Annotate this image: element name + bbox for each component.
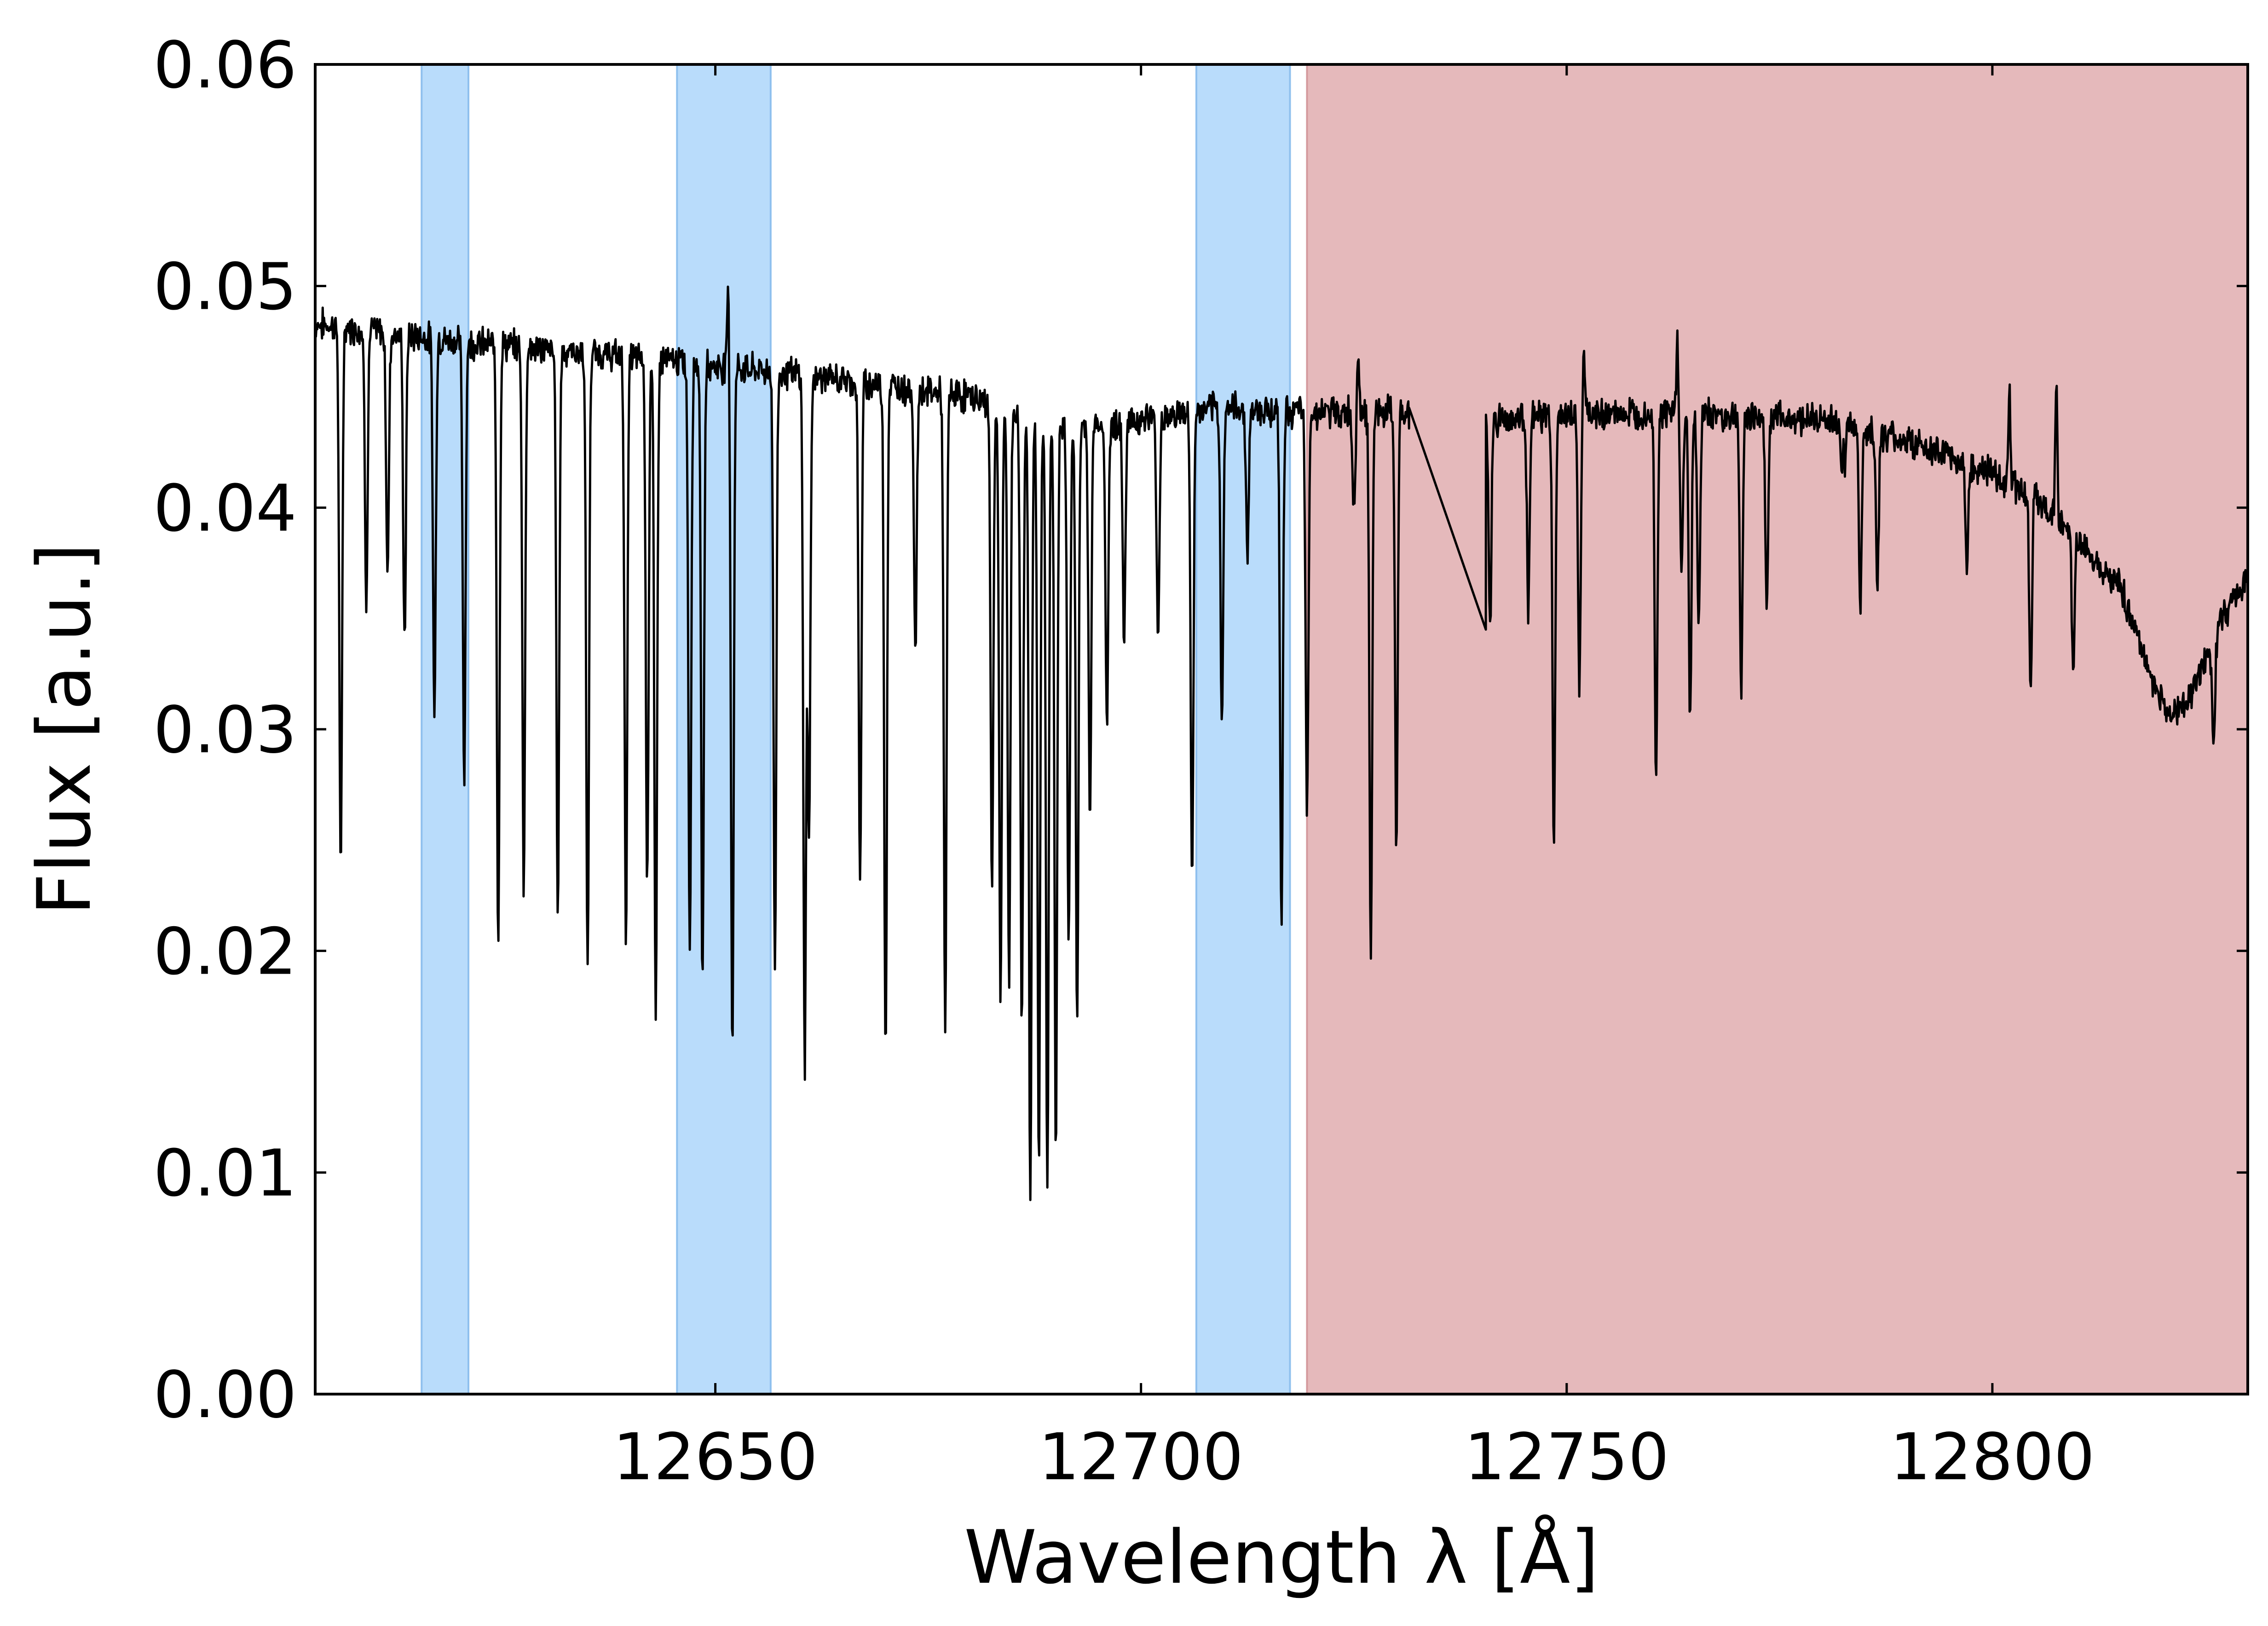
x-tick-label: 12700 (1039, 1420, 1243, 1495)
x-tick-label: 12800 (1890, 1420, 2095, 1495)
spectrum-line (315, 285, 2248, 1201)
y-axis-label: Flux [a.u.] (21, 543, 107, 915)
shaded-region-3 (1195, 64, 1291, 1394)
y-tick-label: 0.05 (153, 250, 297, 325)
shaded-regions (421, 64, 2248, 1394)
axis-ticks: 12650 12700 12750 12800 0.00 0.01 0.02 0.03 0.04… (153, 28, 2248, 1495)
y-tick-label: 0.03 (153, 693, 297, 768)
spectrum-line-group (315, 285, 2248, 1201)
shaded-region-2 (676, 64, 772, 1394)
y-tick-label: 0.06 (153, 28, 297, 103)
shaded-region-1 (421, 64, 470, 1394)
shaded-region-4 (1306, 64, 2248, 1394)
y-tick-label: 0.02 (153, 915, 297, 990)
x-tick-label: 12650 (613, 1420, 818, 1495)
y-tick-label: 0.01 (153, 1136, 297, 1211)
y-tick-label: 0.00 (153, 1358, 297, 1433)
x-axis-label: Wavelength λ [Å] (964, 1514, 1599, 1600)
y-tick-label: 0.04 (153, 471, 297, 546)
x-tick-label: 12750 (1464, 1420, 1669, 1495)
